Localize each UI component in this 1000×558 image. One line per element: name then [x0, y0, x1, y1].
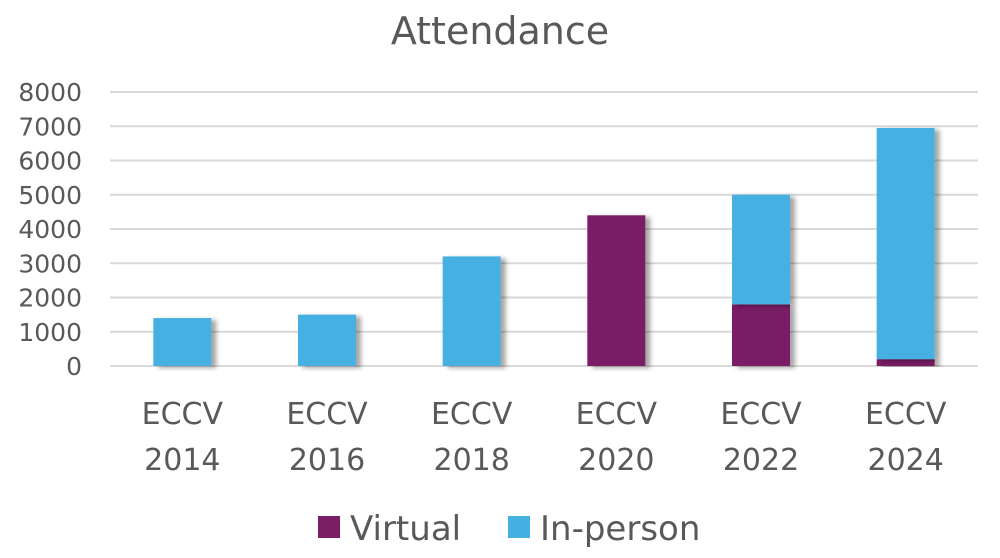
x-tick-label: ECCV: [286, 397, 368, 432]
x-tick-label: 2018: [433, 443, 509, 478]
bar-virtual-eccv-2020: [587, 215, 645, 366]
y-tick-label: 3000: [18, 249, 82, 278]
x-tick-label: ECCV: [865, 397, 947, 432]
x-axis-ticks: ECCV 2014 ECCV 2016 ECCV 2018 ECCV 2020 ECCV 2022…: [142, 397, 947, 478]
y-tick-label: 4000: [18, 215, 82, 244]
bar-in-person-eccv-2024: [877, 128, 935, 359]
attendance-chart: Attendance 0 1000 2000 3000 4000 5000 6000 7000…: [0, 0, 1000, 558]
legend: Virtual In-person: [318, 509, 700, 549]
bar-in-person-eccv-2018: [443, 256, 501, 366]
y-tick-label: 1000: [18, 318, 82, 347]
x-tick-label: 2022: [723, 443, 799, 478]
y-tick-label: 6000: [18, 147, 82, 176]
x-tick-label: 2016: [289, 443, 365, 478]
y-tick-label: 2000: [18, 284, 82, 313]
x-tick-label: ECCV: [431, 397, 513, 432]
x-tick-label: 2014: [144, 443, 220, 478]
legend-swatch-virtual: [318, 516, 340, 538]
bar-in-person-eccv-2014: [153, 318, 211, 366]
x-tick-label: 2024: [867, 443, 943, 478]
x-tick-label: ECCV: [720, 397, 802, 432]
legend-swatch-in-person: [508, 516, 530, 538]
bar-in-person-eccv-2022: [732, 195, 790, 305]
y-tick-label: 8000: [18, 78, 82, 107]
gridlines: [110, 92, 978, 366]
bar-in-person-eccv-2016: [298, 315, 356, 366]
chart-canvas: Attendance 0 1000 2000 3000 4000 5000 6000 7000…: [0, 0, 1000, 558]
legend-label-in-person: In-person: [540, 509, 700, 549]
x-tick-label: ECCV: [142, 397, 224, 432]
y-tick-label: 5000: [18, 181, 82, 210]
x-tick-label: 2020: [578, 443, 654, 478]
bar-virtual-eccv-2022: [732, 304, 790, 366]
bars: [153, 128, 934, 366]
chart-title: Attendance: [391, 9, 609, 53]
y-axis-ticks: 0 1000 2000 3000 4000 5000 6000 7000 8000: [18, 78, 82, 381]
y-tick-label: 7000: [18, 112, 82, 141]
legend-label-virtual: Virtual: [350, 509, 461, 549]
x-tick-label: ECCV: [576, 397, 658, 432]
bar-virtual-eccv-2024: [877, 359, 935, 366]
y-tick-label: 0: [66, 352, 82, 381]
